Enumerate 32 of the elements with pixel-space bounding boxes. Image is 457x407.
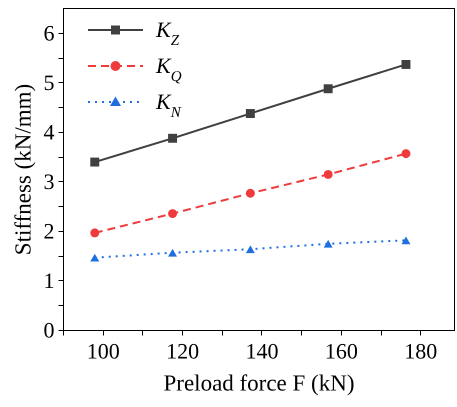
point	[401, 149, 410, 158]
y-tick-label: 1	[44, 268, 54, 293]
legend-label: K$_{N}$	[155, 89, 182, 121]
point	[324, 84, 333, 94]
legend-label: K$_{Q}$	[155, 53, 182, 85]
x-tick-label: 180	[404, 338, 438, 364]
x-tick-label: 100	[86, 338, 120, 364]
point	[168, 134, 178, 143]
point	[246, 188, 255, 198]
y-tick-label: 2	[44, 218, 54, 244]
point	[324, 240, 333, 248]
y-tick-label: 3	[44, 168, 54, 194]
y-tick-label: 4	[44, 119, 54, 144]
point	[401, 236, 410, 244]
x-tick-label: 160	[324, 338, 358, 364]
y-tick-label: 6	[44, 20, 54, 46]
x-tick-label: 140	[245, 338, 278, 364]
point	[168, 209, 178, 218]
point	[246, 245, 255, 254]
point	[90, 158, 100, 167]
point	[324, 170, 333, 179]
point	[90, 254, 100, 262]
point	[168, 248, 178, 257]
point	[401, 60, 410, 69]
y-tick-label: 5	[44, 70, 54, 95]
point	[246, 109, 255, 118]
x-axis-title: Preload force F (kN)	[164, 370, 354, 396]
y-tick-label: 0	[44, 318, 54, 342]
legend-label: K$_{Z}$	[155, 17, 180, 49]
point	[90, 228, 100, 238]
y-axis-title: Stiffness (kN/mm)	[10, 84, 36, 256]
x-tick-label: 120	[166, 338, 200, 364]
